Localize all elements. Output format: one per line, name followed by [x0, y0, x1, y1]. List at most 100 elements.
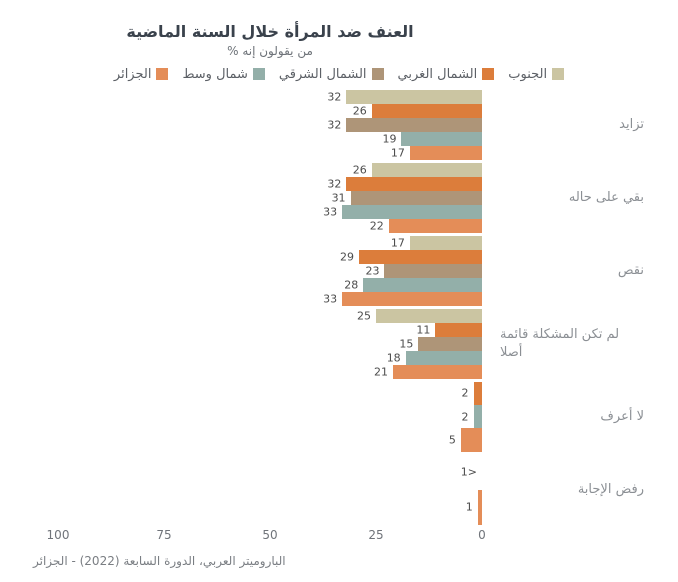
bar-value-label: 31 — [329, 190, 348, 205]
bar-group-plot: 26 32 31 33 22 — [0, 162, 482, 233]
bar-group-plot: 17 29 23 28 33 — [0, 235, 482, 306]
bar-row: 33 — [58, 204, 482, 219]
bar[interactable]: 26 — [350, 162, 482, 177]
legend-item-label: الشمال الغربي — [397, 66, 478, 82]
bar-row: 22 — [58, 218, 482, 233]
bar[interactable]: 2 — [459, 404, 482, 429]
legend-swatch-icon — [252, 68, 265, 81]
bar[interactable]: 2 — [459, 381, 482, 405]
bar-row: 31 — [58, 190, 482, 205]
bar-value-label: 2 — [459, 409, 471, 424]
bar-value-label: 25 — [355, 308, 373, 323]
legend-swatch-icon — [482, 68, 495, 81]
bar-row: 33 — [58, 291, 482, 306]
bar-track: 26 32 31 33 22 — [58, 162, 482, 233]
bar[interactable]: 32 — [325, 117, 482, 132]
bar-row: 26 — [58, 162, 482, 177]
legend-swatch-icon — [552, 68, 565, 81]
bar[interactable]: 1 — [463, 489, 482, 525]
category-label: لم تكن المشكلة قائمة أصلا — [500, 327, 620, 360]
chart-subtitle: % من يقولون إنه — [227, 44, 313, 59]
legend-item-label: شمال وسط — [182, 66, 248, 82]
bar-value-label: 28 — [342, 277, 361, 292]
source-note: الباروميتر العربي، الدورة السابعة (2022)… — [33, 553, 286, 568]
bar[interactable]: 23 — [363, 263, 482, 278]
bar-row: 19 — [58, 131, 482, 146]
category-label: رفض الإجابة — [577, 481, 644, 497]
bar-row: <1 — [58, 455, 482, 490]
axis-tick-label: 25 — [368, 527, 384, 542]
bar[interactable]: 32 — [325, 89, 482, 104]
legend-swatch-icon — [371, 68, 384, 81]
legend-item[interactable]: الجزائر — [114, 67, 169, 82]
bar-row: 11 — [58, 322, 482, 337]
bar-row: 25 — [58, 308, 482, 323]
bar-value-label: 1 — [463, 500, 475, 514]
bar-value-label: 15 — [397, 336, 416, 351]
bar-group: 25 11 15 18 21 لم تكن المشكلة قائمة أصلا — [0, 308, 678, 379]
bar[interactable]: 31 — [329, 190, 482, 205]
bar[interactable]: 18 — [384, 350, 482, 365]
bar[interactable]: 11 — [414, 322, 482, 337]
bar-value-label: 19 — [380, 131, 399, 146]
bar-row: 17 — [58, 145, 482, 160]
axis-tick-label: 75 — [156, 527, 172, 542]
bar[interactable]: 26 — [350, 103, 482, 118]
bar[interactable]: 29 — [338, 249, 482, 264]
bar-group: 32 26 32 19 17 تزايد — [0, 89, 678, 160]
bar-group-plot: <1 1 — [0, 455, 482, 525]
bar-value-label: 17 — [388, 145, 407, 160]
bar-track: 17 29 23 28 33 — [58, 235, 482, 306]
bar-row: 21 — [58, 364, 482, 379]
legend-swatch-icon — [156, 68, 169, 81]
bar-value-label: 18 — [384, 350, 403, 365]
bar-value-label: <1 — [458, 465, 479, 479]
bar-track: 32 26 32 19 17 — [58, 89, 482, 160]
bar-group: 17 29 23 28 33 نقص — [0, 235, 678, 306]
legend-item-label: الجنوب — [508, 66, 548, 82]
bar-value-label: 11 — [414, 322, 433, 337]
legend-item[interactable]: الجنوب — [508, 66, 565, 82]
bar[interactable]: 17 — [388, 145, 482, 160]
legend-item[interactable]: الشمال الغربي — [398, 67, 495, 82]
bar[interactable]: 19 — [380, 131, 482, 146]
bar[interactable]: 28 — [342, 277, 482, 292]
bar-row: 17 — [58, 235, 482, 250]
bar-group: 2 2 5 لا أعرف — [0, 381, 678, 452]
bar-value-label: 22 — [367, 218, 386, 233]
bar-value-label: 33 — [321, 204, 340, 219]
bar[interactable]: 25 — [355, 308, 482, 323]
bar-track: 2 2 5 — [58, 381, 482, 452]
bar[interactable]: 21 — [371, 364, 482, 379]
bar[interactable]: 22 — [367, 218, 482, 233]
category-label: لا أعرف — [600, 408, 644, 424]
legend-item-label: الجزائر — [113, 66, 152, 82]
bar-value-label: 32 — [325, 89, 344, 104]
bar-group: 26 32 31 33 22 بقي على حاله — [0, 162, 678, 233]
bar-row: 23 — [58, 263, 482, 278]
legend-item[interactable]: الشمال الشرقي — [279, 67, 384, 82]
bar-groups: 32 26 32 19 17 تزايد 26 32 31 33 22 بقي على حاله 17 2… — [0, 89, 678, 525]
bar-value-label: 32 — [325, 117, 344, 132]
legend-item-label: الشمال الشرقي — [278, 66, 367, 82]
bar-track: 25 11 15 18 21 — [58, 308, 482, 379]
bar-row: 15 — [58, 336, 482, 351]
legend: الجنوب الشمال الغربي الشمال الشرقي شمال وسط… — [0, 66, 678, 83]
bar-row: 2 — [58, 381, 482, 405]
axis-tick-label: 50 — [262, 527, 278, 542]
bar[interactable]: 17 — [388, 235, 482, 250]
bar[interactable]: 5 — [446, 428, 482, 452]
axis-tick-label: 0 — [478, 527, 486, 542]
bar[interactable]: 15 — [397, 336, 482, 351]
page-title: العنف ضد المرأة خلال السنة الماضية — [126, 22, 414, 41]
bar-value-label: 23 — [363, 263, 382, 278]
bar-value-label: 21 — [371, 364, 390, 379]
category-label: بقي على حاله — [568, 189, 644, 205]
bar[interactable]: 33 — [321, 204, 482, 219]
bar[interactable]: 33 — [321, 291, 482, 306]
bar-value-label: 26 — [350, 162, 369, 177]
bar-row: 5 — [58, 428, 482, 452]
chart-header: العنف ضد المرأة خلال السنة الماضية % من … — [58, 0, 482, 59]
legend-item[interactable]: شمال وسط — [182, 66, 265, 82]
bar[interactable]: 32 — [325, 176, 482, 191]
